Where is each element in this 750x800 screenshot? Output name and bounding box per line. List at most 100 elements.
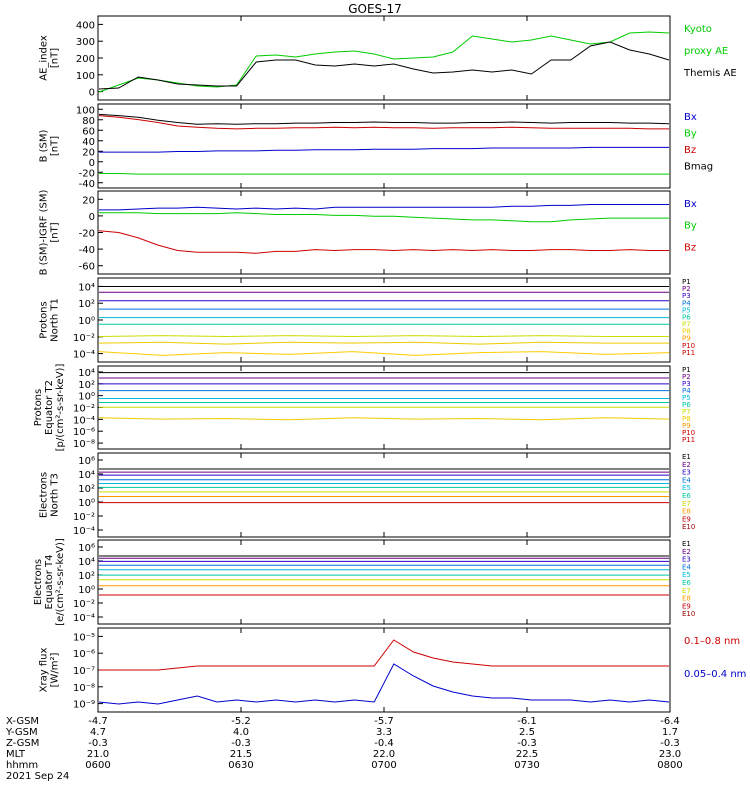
series-line-3 — [98, 230, 669, 254]
y-axis-label-line: Protons — [39, 301, 50, 338]
y-tick-label: 300 — [76, 37, 95, 48]
legend-entry: P4 — [682, 387, 691, 395]
legend-entry: P6 — [682, 401, 691, 409]
x-axis-value: -0.3 — [231, 738, 251, 749]
x-axis-value: 4.7 — [90, 727, 106, 738]
y-axis-label: Xray flux [W/m²] — [39, 648, 61, 693]
y-tick-label: 10² — [78, 299, 95, 310]
legend-entry: By — [684, 221, 697, 232]
legend-entry: E6 — [682, 492, 691, 500]
y-tick-label: 10⁰ — [78, 316, 95, 327]
y-axis-label: Electrons North T3 — [39, 472, 61, 518]
y-axis-label-line: [e/(cm²-s-sr-keV)] — [55, 538, 66, 626]
x-axis-row-label: hhmm — [6, 760, 38, 771]
y-tick-label: 10⁻² — [73, 599, 95, 610]
legend-entry: Bx — [684, 199, 697, 210]
legend-entry: P7 — [682, 321, 691, 329]
y-tick-label: 10⁻² — [73, 512, 95, 523]
y-tick-label: 10⁻⁹ — [73, 700, 95, 711]
x-axis-value: -0.3 — [88, 738, 108, 749]
y-axis-label: AE_index [nT] — [39, 35, 61, 81]
y-axis-label-line: Equator T2 — [44, 380, 55, 435]
legend-entry: P3 — [682, 380, 691, 388]
series-line-2 — [98, 41, 670, 90]
legend-entry: Kyoto — [684, 24, 712, 35]
legend-entry: E8 — [682, 595, 691, 603]
legend-entry: Themis AE — [683, 68, 737, 79]
y-tick-label: 0 — [89, 158, 95, 169]
x-axis-value: -6.4 — [660, 716, 680, 727]
y-axis-label-line: North T3 — [50, 473, 61, 517]
y-axis-label-line: [W/m²] — [50, 652, 61, 687]
legend-entry: P5 — [682, 394, 691, 402]
x-axis-value: 22.5 — [516, 749, 538, 760]
legend-entry: P7 — [682, 408, 691, 416]
x-axis-value: 0630 — [228, 760, 253, 771]
series-line-1 — [99, 204, 669, 211]
y-axis-label: Protons Equator T2 [p/(cm²-s-sr-keV)] — [33, 364, 66, 452]
y-axis-label-line: Electrons — [39, 472, 50, 518]
y-tick-label: 10⁰ — [78, 392, 95, 403]
series-line-2 — [98, 115, 669, 130]
series-line-4 — [99, 173, 669, 175]
panel-3: 20 0 -20 -40 -60 B (SM)-IGRF (SM) [nT] Bx By Bz — [39, 190, 697, 276]
x-axis-value: -5.7 — [374, 716, 394, 727]
legend-entry: E2 — [682, 461, 691, 469]
y-tick-label: 20 — [82, 195, 95, 206]
legend-entry: P4 — [682, 299, 691, 307]
legend-entry: E7 — [682, 500, 691, 508]
y-tick-label: 0 — [89, 88, 95, 99]
y-tick-label: 100 — [76, 71, 95, 82]
x-axis-value: 4.0 — [233, 727, 249, 738]
x-axis-row-label: X-GSM — [6, 716, 39, 727]
x-axis-value: 0700 — [371, 760, 396, 771]
y-tick-label: 10⁰ — [78, 585, 95, 596]
x-axis-value: 1.7 — [662, 727, 678, 738]
x-axis-value: -0.4 — [374, 738, 394, 749]
series-line-8 — [98, 417, 670, 421]
y-tick-label: 10⁻⁵ — [73, 632, 95, 643]
legend-entry: P2 — [682, 373, 691, 381]
legend-entry: E4 — [682, 563, 691, 571]
x-axis-value: 0600 — [85, 760, 110, 771]
legend-entry: E10 — [682, 610, 695, 618]
x-axis-value: 22.0 — [373, 749, 395, 760]
x-axis-row-label: Z-GSM — [6, 738, 39, 749]
legend-entry: E3 — [682, 556, 691, 564]
y-tick-label: -60 — [79, 262, 95, 273]
y-tick-label: -20 — [79, 168, 95, 179]
x-axis-labels: X-GSM -4.7 -5.2 -5.7 -6.1 -6.4 Y-GSM 4.7 4.0 3.3 2… — [5, 716, 683, 782]
legend-entry: P11 — [682, 349, 695, 357]
legend-entry: By — [684, 129, 697, 140]
legend-entry: Bx — [684, 112, 697, 123]
legend-entry: E5 — [682, 571, 691, 579]
legend-entry: P10 — [682, 342, 695, 350]
y-tick-label: 10⁻⁴ — [73, 415, 95, 426]
y-tick-label: -40 — [79, 179, 95, 190]
y-axis-label-line: Electrons — [33, 559, 44, 605]
y-tick-label: 10⁻² — [73, 333, 95, 344]
legend-entry: E8 — [682, 508, 691, 516]
y-tick-label: 400 — [76, 20, 95, 31]
y-tick-label: 40 — [82, 137, 95, 148]
y-axis-label-line: [nT] — [50, 48, 61, 68]
legend-entry: Bz — [684, 242, 696, 253]
x-axis-value: 21.0 — [87, 749, 109, 760]
legend-entry: E6 — [682, 579, 691, 587]
x-axis-date: 2021 Sep 24 — [6, 771, 69, 782]
y-tick-label: 10⁶ — [78, 456, 95, 467]
y-tick-label: 10² — [78, 571, 95, 582]
legend-entry: P9 — [682, 335, 691, 343]
y-tick-label: 80 — [82, 116, 95, 127]
x-axis-value: -6.1 — [517, 716, 537, 727]
legend-entry: E5 — [682, 484, 691, 492]
y-tick-label: 10⁻² — [73, 404, 95, 415]
y-axis-label-line: AE_index — [39, 35, 50, 81]
x-axis-value: 3.3 — [376, 727, 392, 738]
series-line-2 — [98, 663, 670, 705]
y-tick-label: 200 — [76, 54, 95, 65]
x-axis-value: 0730 — [514, 760, 539, 771]
legend-entry: E4 — [682, 476, 691, 484]
